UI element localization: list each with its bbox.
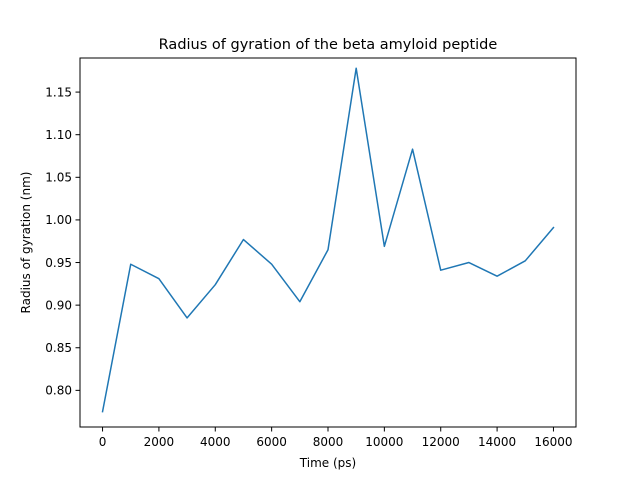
y-tick-label: 0.90 xyxy=(45,298,72,312)
x-tick-label: 8000 xyxy=(313,435,344,449)
x-tick-label: 6000 xyxy=(256,435,287,449)
x-axis-label: Time (ps) xyxy=(299,456,356,470)
y-tick-label: 1.15 xyxy=(45,85,72,99)
y-tick-label: 0.85 xyxy=(45,341,72,355)
x-tick-label: 4000 xyxy=(200,435,231,449)
x-tick-label: 14000 xyxy=(478,435,516,449)
x-tick-label: 2000 xyxy=(144,435,175,449)
plot-area xyxy=(101,67,555,413)
axes-frame xyxy=(79,57,577,428)
x-tick-label: 16000 xyxy=(534,435,572,449)
y-tick-label: 0.95 xyxy=(45,256,72,270)
series-line xyxy=(101,67,555,413)
y-axis-label: Radius of gyration (nm) xyxy=(19,172,33,314)
y-tick-label: 1.00 xyxy=(45,213,72,227)
x-tick-label: 12000 xyxy=(422,435,460,449)
chart-title: Radius of gyration of the beta amyloid p… xyxy=(159,37,498,53)
x-axis: 0 2000 4000 6000 8000 10000 12000 14000 16000 xyxy=(99,427,573,449)
y-tick-label: 1.05 xyxy=(45,171,72,185)
y-tick-label: 0.80 xyxy=(45,384,72,398)
y-tick-label: 1.10 xyxy=(45,128,72,142)
y-axis: 0.80 0.85 0.90 0.95 1.00 1.05 1.10 1.15 xyxy=(45,85,80,398)
x-tick-label: 0 xyxy=(99,435,107,449)
x-tick-label: 10000 xyxy=(365,435,403,449)
